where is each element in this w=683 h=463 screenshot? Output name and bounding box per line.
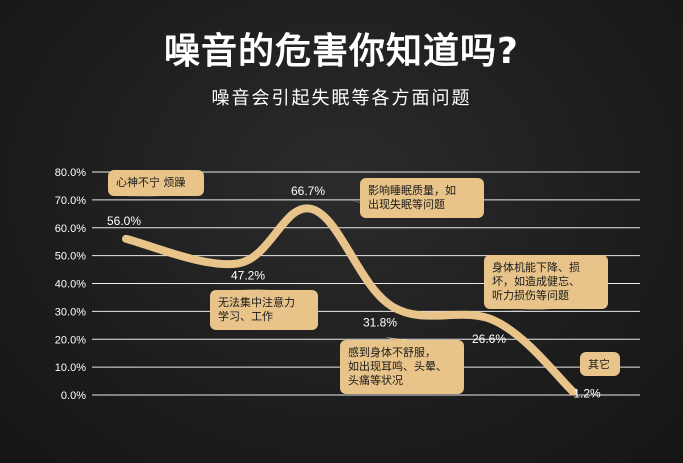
y-tick-label: 10.0% [55, 362, 86, 374]
callout-pointer [238, 289, 270, 290]
callout-text: 身体机能下降、损 [492, 260, 580, 274]
data-label: 66.7% [291, 184, 325, 198]
callout-box [580, 352, 620, 376]
callout-box [360, 178, 484, 218]
callout-pointer [500, 309, 552, 311]
callout-text: 听力损伤等问题 [492, 288, 569, 302]
data-label: 1.2% [573, 387, 601, 401]
callout-text: 头痛等状况 [348, 373, 403, 387]
data-label: 31.8% [363, 315, 397, 329]
data-point [492, 317, 498, 324]
callout-text: 感到身体不舒服， [348, 345, 436, 359]
callout-box [484, 255, 608, 309]
callout-pointer [385, 337, 408, 340]
callout-text: 坏，如造成健忘、 [492, 274, 580, 288]
callout-box [340, 340, 464, 394]
data-point [123, 235, 129, 242]
data-label: 56.0% [107, 214, 141, 228]
callout-text: 出现失眠等问题 [368, 197, 445, 211]
callout-text: 其它 [588, 357, 610, 371]
callout-text: 学习、工作 [218, 309, 273, 323]
callout-pointer [120, 196, 162, 197]
callout-box [210, 290, 318, 330]
data-point [570, 388, 576, 395]
y-tick-label: 20.0% [55, 334, 86, 346]
y-tick-label: 0.0% [61, 390, 86, 402]
y-tick-label: 30.0% [55, 306, 86, 318]
data-point [309, 206, 315, 213]
y-tick-label: 60.0% [55, 223, 86, 235]
callout-text: 心神不宁 烦躁 [116, 175, 186, 189]
y-tick-label: 80.0% [55, 167, 86, 179]
data-label: 26.6% [472, 332, 506, 346]
y-tick-label: 40.0% [55, 279, 86, 291]
callout-text: 影响睡眠质量，如 [368, 183, 456, 197]
data-point [235, 260, 241, 267]
callout-box [108, 170, 204, 196]
data-label: 47.2% [231, 268, 265, 282]
data-point [389, 303, 395, 310]
y-tick-label: 50.0% [55, 251, 86, 263]
series-line [122, 204, 577, 396]
page-subtitle: 噪音会引起失眠等各方面问题 [211, 88, 472, 109]
page-title: 噪音的危害你知道吗? [164, 31, 519, 72]
callout-text: 如出现耳鸣、头晕、 [348, 359, 447, 373]
y-tick-label: 70.0% [55, 195, 86, 207]
callout-text: 无法集中注意力 [218, 295, 295, 309]
